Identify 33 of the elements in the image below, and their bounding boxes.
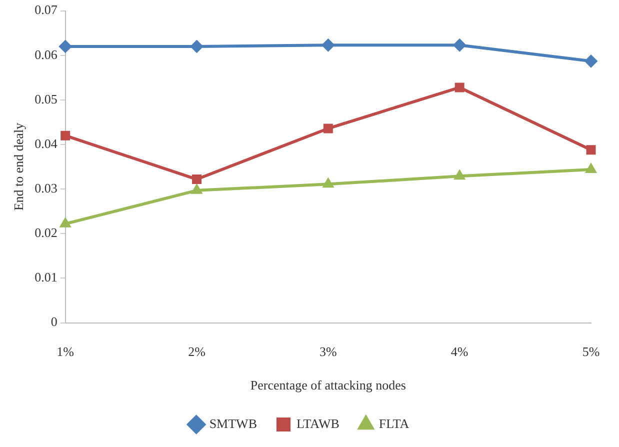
y-tick-label: 0.01 bbox=[34, 270, 58, 285]
point bbox=[323, 124, 333, 134]
y-tick-label: 0.05 bbox=[34, 91, 58, 106]
x-tick-label: 4% bbox=[450, 344, 468, 360]
point bbox=[584, 54, 598, 68]
point bbox=[192, 174, 202, 184]
point bbox=[454, 82, 464, 92]
point bbox=[322, 38, 335, 52]
point bbox=[58, 40, 72, 53]
point bbox=[454, 170, 466, 180]
point bbox=[191, 184, 202, 194]
y-axis-title: End to end dealy bbox=[11, 122, 26, 211]
y-tick-label: 0.04 bbox=[34, 136, 58, 151]
y-tick-label: 0.07 bbox=[34, 2, 58, 18]
y-tick-label: 0.03 bbox=[34, 180, 58, 196]
point bbox=[60, 130, 70, 140]
legend-label: SMTWB bbox=[209, 416, 258, 431]
x-tick-label: 2% bbox=[188, 344, 206, 360]
point bbox=[190, 40, 204, 53]
point bbox=[585, 162, 597, 173]
legend-label: FLTA bbox=[378, 416, 410, 431]
y-tick-label: 0 bbox=[50, 314, 58, 330]
x-tick-label: 3% bbox=[320, 344, 338, 360]
y-tick-label: 0.06 bbox=[34, 46, 58, 62]
point bbox=[60, 217, 72, 228]
y-tick-label: 0.02 bbox=[34, 225, 58, 240]
x-axis-title: Percentage of attacking nodes bbox=[250, 378, 406, 393]
legend-label: LTAWB bbox=[296, 416, 340, 431]
point bbox=[453, 38, 466, 52]
x-tick-label: 1% bbox=[56, 344, 74, 360]
point bbox=[586, 145, 596, 155]
point bbox=[322, 178, 334, 188]
x-tick-label: 5% bbox=[582, 344, 600, 360]
